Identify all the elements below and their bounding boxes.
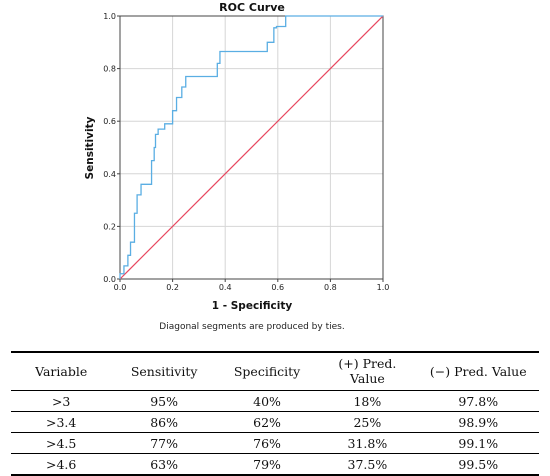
- header-specificity: Specificity: [216, 352, 318, 391]
- cell-sensitivity: 63%: [111, 453, 217, 476]
- y-tick-label: 0.6: [103, 117, 116, 126]
- header-variable: Variable: [11, 352, 112, 391]
- cell-positive-pred-value: 37.5%: [317, 453, 418, 476]
- y-tick-label: 0.0: [103, 275, 116, 284]
- x-axis-label: 1 - Specificity: [212, 300, 293, 312]
- y-tick-label: 0.8: [103, 65, 116, 74]
- table-row: >4.6 63% 79% 37.5% 99.5%: [11, 453, 539, 476]
- x-tick-label: 0.4: [219, 283, 232, 292]
- cell-specificity: 76%: [216, 432, 318, 454]
- cell-positive-pred-value: 31.8%: [317, 432, 418, 454]
- y-tick-label: 0.4: [103, 170, 116, 179]
- cell-negative-pred-value: 97.8%: [417, 390, 539, 412]
- x-tick-label: 1.0: [377, 283, 390, 292]
- y-tick-label: 1.0: [103, 12, 116, 21]
- roc-chart-svg: ROC Curve 1 - Specificity Sensitivity Di…: [84, 1, 389, 332]
- cell-negative-pred-value: 98.9%: [417, 411, 539, 433]
- table-row: >3 95% 40% 18% 97.8%: [11, 390, 539, 412]
- table-header-row: Variable Sensitivity Specificity (+) Pre…: [11, 352, 539, 391]
- performance-table: Variable Sensitivity Specificity (+) Pre…: [11, 351, 539, 476]
- cell-variable: >3: [11, 390, 112, 412]
- cell-sensitivity: 77%: [111, 432, 217, 454]
- plot-area: 0.0 0.2 0.4 0.6 0.8 1.0 0.0 0.2 0.4 0.6 0.8 1.0: [103, 12, 389, 292]
- roc-chart: ROC Curve 1 - Specificity Sensitivity Di…: [84, 1, 389, 332]
- cell-positive-pred-value: 25%: [317, 411, 418, 433]
- table-row: >4.5 77% 76% 31.8% 99.1%: [11, 432, 539, 454]
- y-tick-label: 0.2: [103, 222, 116, 231]
- plot-frame: [119, 15, 384, 280]
- x-tick-label: 0.8: [324, 283, 337, 292]
- cell-positive-pred-value: 18%: [317, 390, 418, 412]
- roc-curve-line: [119, 15, 383, 279]
- cell-variable: >3.4: [11, 411, 112, 433]
- x-tick-label: 0.6: [271, 283, 284, 292]
- table-row: >3.4 86% 62% 25% 98.9%: [11, 411, 539, 433]
- x-tick-label: 0.2: [166, 283, 179, 292]
- cell-negative-pred-value: 99.5%: [417, 453, 539, 476]
- cell-variable: >4.6: [11, 453, 112, 476]
- header-positive-pred-value: (+) Pred. Value: [317, 352, 418, 391]
- cell-specificity: 40%: [216, 390, 318, 412]
- cell-specificity: 62%: [216, 411, 318, 433]
- header-negative-pred-value: (−) Pred. Value: [417, 352, 539, 391]
- cell-negative-pred-value: 99.1%: [417, 432, 539, 454]
- reference-line: [119, 15, 384, 280]
- chart-note: Diagonal segments are produced by ties.: [159, 322, 344, 332]
- cell-specificity: 79%: [216, 453, 318, 476]
- cell-variable: >4.5: [11, 432, 112, 454]
- chart-title: ROC Curve: [219, 1, 285, 14]
- cell-sensitivity: 95%: [111, 390, 217, 412]
- cell-sensitivity: 86%: [111, 411, 217, 433]
- x-tick-label: 0.0: [114, 283, 127, 292]
- y-axis-label: Sensitivity: [84, 116, 96, 179]
- header-sensitivity: Sensitivity: [111, 352, 217, 391]
